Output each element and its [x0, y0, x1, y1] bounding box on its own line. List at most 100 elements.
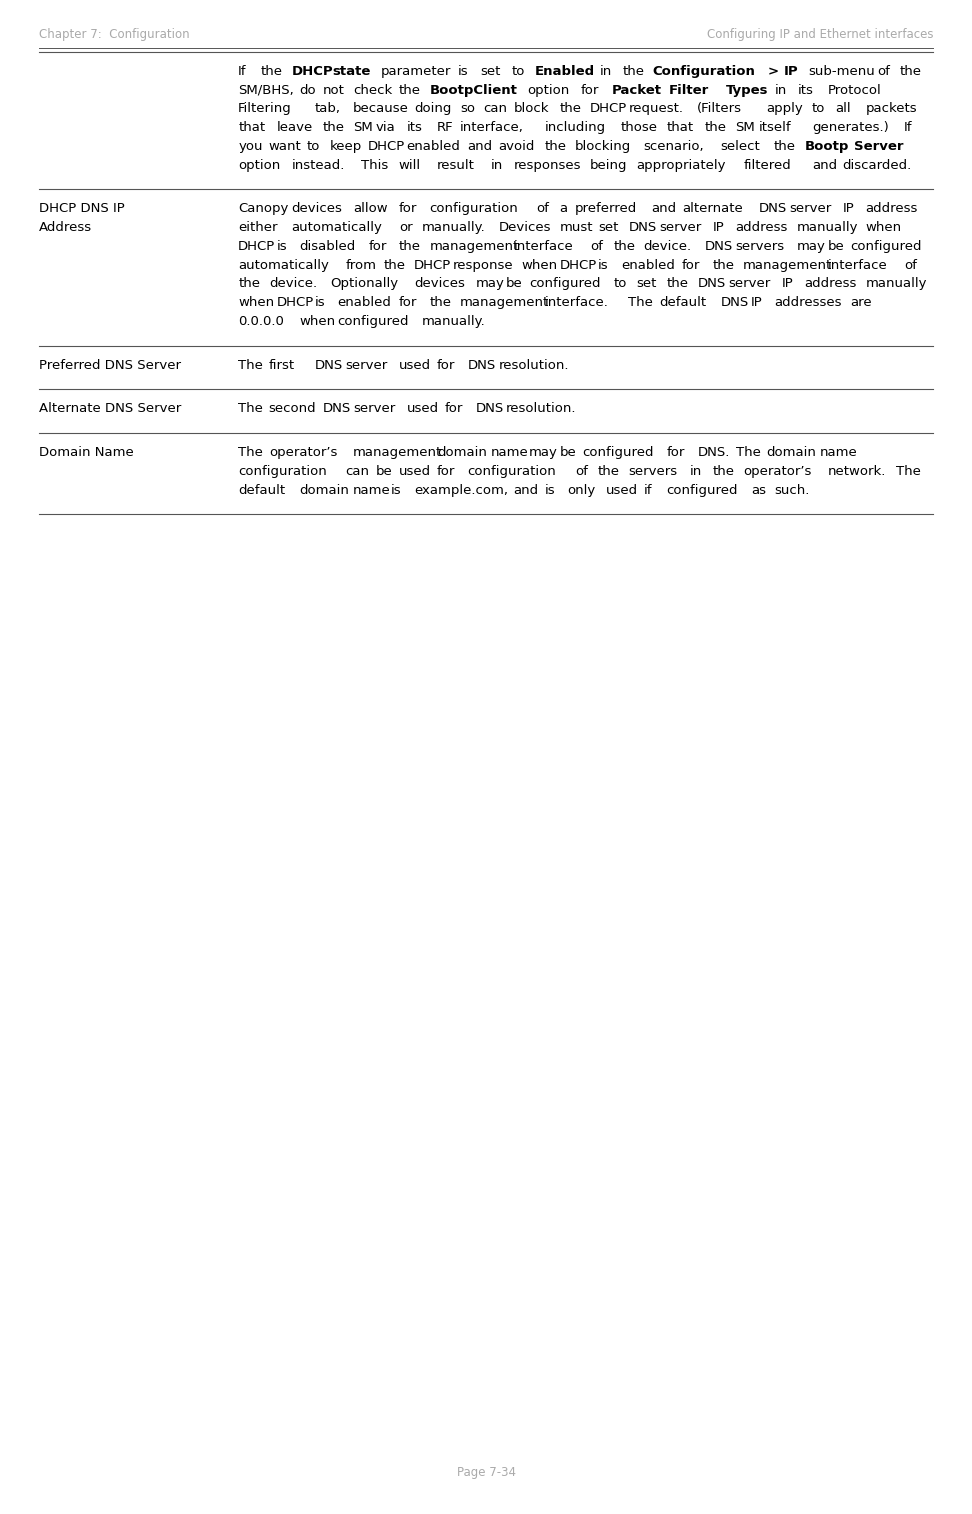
Text: keep: keep [330, 139, 363, 153]
Text: servers: servers [629, 465, 677, 478]
Text: used: used [406, 403, 438, 415]
Text: manually: manually [866, 277, 927, 291]
Text: appropriately: appropriately [636, 159, 725, 171]
Text: interface: interface [827, 259, 887, 271]
Text: the: the [544, 139, 567, 153]
Text: Types: Types [726, 83, 769, 97]
Text: for: for [682, 259, 701, 271]
Text: address: address [866, 203, 918, 215]
Text: address: address [805, 277, 857, 291]
Text: blocking: blocking [574, 139, 631, 153]
Text: Page 7-34: Page 7-34 [457, 1466, 515, 1479]
Text: Alternate DNS Server: Alternate DNS Server [39, 403, 181, 415]
Text: is: is [458, 65, 469, 79]
Text: can: can [483, 103, 507, 115]
Text: may: may [529, 447, 558, 459]
Text: Server: Server [853, 139, 903, 153]
Text: name: name [819, 447, 857, 459]
Text: to: to [511, 65, 525, 79]
Text: including: including [544, 121, 606, 135]
Text: resolution.: resolution. [499, 359, 569, 371]
Text: either: either [238, 221, 278, 235]
Text: used: used [606, 483, 638, 497]
Text: to: to [613, 277, 627, 291]
Text: only: only [568, 483, 596, 497]
Text: its: its [406, 121, 423, 135]
Text: must: must [560, 221, 593, 235]
Text: DNS: DNS [475, 403, 503, 415]
Text: operator’s: operator’s [744, 465, 812, 478]
Text: to: to [812, 103, 825, 115]
Text: of: of [877, 65, 889, 79]
Text: Optionally: Optionally [330, 277, 399, 291]
Text: DHCP: DHCP [414, 259, 451, 271]
Text: configured: configured [337, 315, 409, 329]
Text: filtered: filtered [744, 159, 791, 171]
Text: Filter: Filter [669, 83, 709, 97]
Text: and: and [651, 203, 677, 215]
Text: will: will [399, 159, 421, 171]
Text: of: of [590, 239, 603, 253]
Text: alternate: alternate [682, 203, 743, 215]
Text: block: block [513, 103, 549, 115]
Text: SM/BHS,: SM/BHS, [238, 83, 294, 97]
Text: the: the [399, 239, 421, 253]
Text: domain: domain [766, 447, 816, 459]
Text: response: response [452, 259, 513, 271]
Text: the: the [261, 65, 283, 79]
Text: its: its [798, 83, 814, 97]
Text: Bootp: Bootp [805, 139, 849, 153]
Text: enabled: enabled [406, 139, 461, 153]
Text: Protocol: Protocol [828, 83, 882, 97]
Text: and: and [468, 139, 493, 153]
Text: server: server [659, 221, 701, 235]
Text: default: default [659, 297, 707, 309]
Text: configuration: configuration [238, 465, 327, 478]
Text: for: for [445, 403, 463, 415]
Text: the: the [712, 465, 735, 478]
Text: server: server [728, 277, 770, 291]
Text: the: the [900, 65, 921, 79]
Text: state: state [332, 65, 371, 79]
Text: preferred: preferred [574, 203, 637, 215]
Text: management: management [353, 447, 442, 459]
Text: configuration: configuration [430, 203, 518, 215]
Text: is: is [276, 239, 287, 253]
Text: used: used [399, 465, 431, 478]
Text: in: in [600, 65, 611, 79]
Text: management: management [430, 239, 519, 253]
Text: option: option [527, 83, 570, 97]
Text: default: default [238, 483, 285, 497]
Text: of: of [904, 259, 917, 271]
Text: doing: doing [414, 103, 452, 115]
Text: DHCP: DHCP [292, 65, 333, 79]
Text: This: This [361, 159, 388, 171]
Text: second: second [268, 403, 316, 415]
Text: the: the [774, 139, 796, 153]
Text: from: from [345, 259, 376, 271]
Text: manually: manually [797, 221, 858, 235]
Text: device.: device. [643, 239, 692, 253]
Text: servers: servers [736, 239, 784, 253]
Text: generates.): generates.) [812, 121, 888, 135]
Text: the: the [705, 121, 727, 135]
Text: those: those [621, 121, 658, 135]
Text: interface.: interface. [544, 297, 608, 309]
Text: set: set [481, 65, 502, 79]
Text: if: if [643, 483, 652, 497]
Text: Configuration: Configuration [653, 65, 755, 79]
Text: be: be [376, 465, 393, 478]
Text: sub-menu: sub-menu [808, 65, 875, 79]
Text: server: server [345, 359, 388, 371]
Text: of: of [574, 465, 588, 478]
Text: DNS: DNS [697, 277, 725, 291]
Text: the: the [560, 103, 581, 115]
Text: in: in [775, 83, 787, 97]
Text: address: address [736, 221, 788, 235]
Text: or: or [399, 221, 412, 235]
Text: Chapter 7:  Configuration: Chapter 7: Configuration [39, 27, 190, 41]
Text: the: the [323, 121, 344, 135]
Text: via: via [376, 121, 396, 135]
Text: such.: such. [774, 483, 810, 497]
Text: scenario,: scenario, [643, 139, 705, 153]
